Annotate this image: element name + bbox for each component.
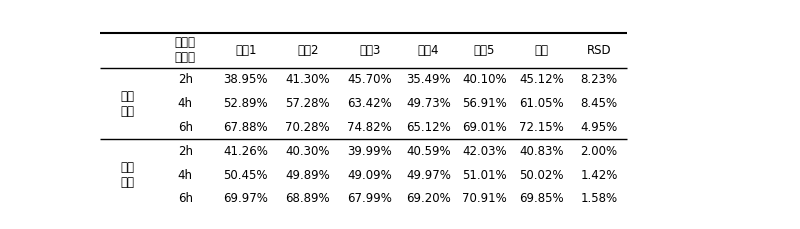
Text: 4.95%: 4.95% <box>581 121 618 134</box>
Text: 42.03%: 42.03% <box>462 145 506 158</box>
Text: 2h: 2h <box>178 74 193 86</box>
Text: 45.70%: 45.70% <box>347 74 392 86</box>
Text: 50.45%: 50.45% <box>223 169 268 182</box>
Text: 批次1: 批次1 <box>235 44 257 57</box>
Text: 61.05%: 61.05% <box>519 97 564 110</box>
Text: 57.28%: 57.28% <box>286 97 330 110</box>
Text: 69.85%: 69.85% <box>519 192 564 205</box>
Text: 市售
样品: 市售 样品 <box>121 90 135 118</box>
Text: 49.89%: 49.89% <box>286 169 330 182</box>
Text: 70.28%: 70.28% <box>286 121 330 134</box>
Text: 56.91%: 56.91% <box>462 97 506 110</box>
Text: RSD: RSD <box>586 44 611 57</box>
Text: 40.10%: 40.10% <box>462 74 506 86</box>
Text: 35.49%: 35.49% <box>406 74 451 86</box>
Text: 6h: 6h <box>178 192 193 205</box>
Text: 67.99%: 67.99% <box>347 192 392 205</box>
Text: 批次4: 批次4 <box>418 44 439 57</box>
Text: 1.42%: 1.42% <box>581 169 618 182</box>
Text: 批次2: 批次2 <box>297 44 318 57</box>
Text: 批次5: 批次5 <box>474 44 495 57</box>
Text: 65.12%: 65.12% <box>406 121 451 134</box>
Text: 自制
样品: 自制 样品 <box>121 161 135 189</box>
Text: 40.83%: 40.83% <box>519 145 564 158</box>
Text: 均值: 均值 <box>534 44 549 57</box>
Text: 40.30%: 40.30% <box>286 145 330 158</box>
Text: 4h: 4h <box>178 97 193 110</box>
Text: 67.88%: 67.88% <box>223 121 268 134</box>
Text: 68.89%: 68.89% <box>286 192 330 205</box>
Text: 72.15%: 72.15% <box>519 121 564 134</box>
Text: 8.23%: 8.23% <box>581 74 618 86</box>
Text: 63.42%: 63.42% <box>347 97 392 110</box>
Text: 累计释
放时间: 累计释 放时间 <box>174 36 196 64</box>
Text: 50.02%: 50.02% <box>519 169 564 182</box>
Text: 49.73%: 49.73% <box>406 97 451 110</box>
Text: 69.01%: 69.01% <box>462 121 506 134</box>
Text: 41.26%: 41.26% <box>223 145 268 158</box>
Text: 40.59%: 40.59% <box>406 145 451 158</box>
Text: 69.20%: 69.20% <box>406 192 451 205</box>
Text: 70.91%: 70.91% <box>462 192 506 205</box>
Text: 74.82%: 74.82% <box>347 121 392 134</box>
Text: 38.95%: 38.95% <box>223 74 268 86</box>
Text: 45.12%: 45.12% <box>519 74 564 86</box>
Text: 51.01%: 51.01% <box>462 169 506 182</box>
Text: 2h: 2h <box>178 145 193 158</box>
Text: 69.97%: 69.97% <box>223 192 268 205</box>
Text: 41.30%: 41.30% <box>286 74 330 86</box>
Text: 2.00%: 2.00% <box>581 145 618 158</box>
Text: 49.97%: 49.97% <box>406 169 451 182</box>
Text: 4h: 4h <box>178 169 193 182</box>
Text: 49.09%: 49.09% <box>347 169 392 182</box>
Text: 8.45%: 8.45% <box>581 97 618 110</box>
Text: 批次3: 批次3 <box>359 44 380 57</box>
Text: 52.89%: 52.89% <box>223 97 268 110</box>
Text: 1.58%: 1.58% <box>581 192 618 205</box>
Text: 6h: 6h <box>178 121 193 134</box>
Text: 39.99%: 39.99% <box>347 145 392 158</box>
